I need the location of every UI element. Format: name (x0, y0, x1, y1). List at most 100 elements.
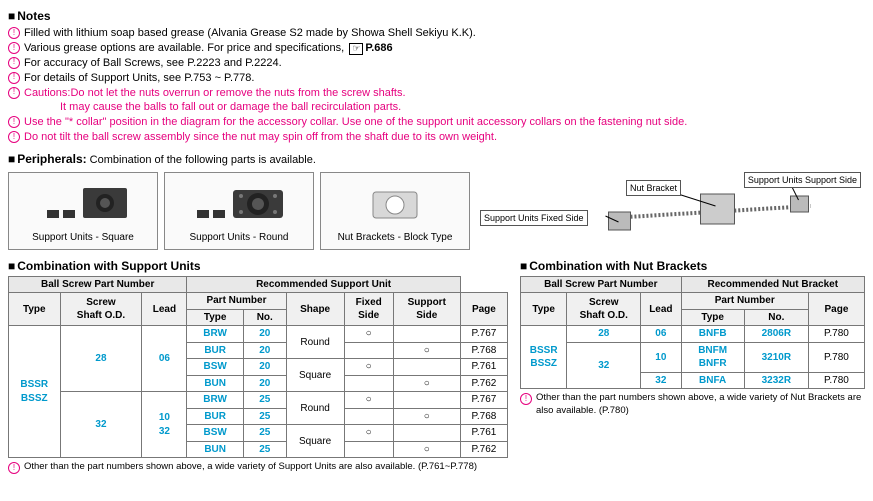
cell-no: 25 (243, 408, 286, 425)
th-lead: Lead (142, 293, 187, 326)
diagram-label-bracket: Nut Bracket (626, 180, 681, 196)
note-item: !For details of Support Units, see P.753… (8, 71, 865, 86)
cell-no: 20 (243, 375, 286, 392)
nut-brackets-header: Combination with Nut Brackets (520, 258, 865, 274)
cell-od: 32 (60, 392, 142, 458)
cell-ptype: BRW (187, 326, 244, 343)
cell-no: 20 (243, 326, 286, 343)
cell-no: 20 (243, 359, 286, 376)
cell-fixed: ○ (344, 326, 393, 343)
note-item: !Filled with lithium soap based grease (… (8, 26, 865, 41)
cell-ptype: BUR (187, 342, 244, 359)
caution-item: !Use the "* collar" position in the diag… (8, 115, 865, 130)
th-lead: Lead (641, 293, 681, 326)
cell-shape: Round (286, 326, 344, 359)
cell-od: 28 (567, 326, 641, 343)
cell-page: P.780 (808, 326, 864, 343)
cell-no: 20 (243, 342, 286, 359)
th-page: Page (808, 293, 864, 326)
cell-shape: Square (286, 425, 344, 458)
assembly-diagram: Nut Bracket Support Units Support Side S… (476, 172, 865, 250)
note-text: Filled with lithium soap based grease (A… (24, 26, 476, 41)
bullet-icon: ! (8, 116, 20, 128)
th-type: Type (9, 293, 61, 326)
nut-brackets-section: Combination with Nut Brackets Ball Screw… (520, 258, 865, 418)
th-supp: Support Side (393, 293, 460, 326)
cell-ptype: BUN (187, 441, 244, 458)
table-row: BSSR BSSZ2806BNFB2806RP.780 (521, 326, 865, 343)
cell-od: 32 (567, 342, 641, 389)
th-pn: Part Number (681, 293, 808, 310)
nut-brackets-table: Ball Screw Part Number Recommended Nut B… (520, 276, 865, 390)
cell-ptype: BNFB (681, 326, 744, 343)
notes-list: ! Filled with lithium soap based grease (… (8, 26, 865, 145)
cell-page: P.768 (460, 408, 507, 425)
cell-fixed (344, 375, 393, 392)
cell-ptype: BNFM BNFR (681, 342, 744, 372)
cell-shape: Round (286, 392, 344, 425)
bullet-icon: ! (8, 57, 20, 69)
th-od: Screw Shaft O.D. (60, 293, 142, 326)
cell-no: 25 (243, 392, 286, 409)
th-od: Screw Shaft O.D. (567, 293, 641, 326)
cell-page: P.762 (460, 441, 507, 458)
peripheral-box: Nut Brackets - Block Type (320, 172, 470, 250)
peripheral-box: Support Units - Round (164, 172, 314, 250)
cell-ptype: BSW (187, 425, 244, 442)
page-ref-icon: ☞ (349, 43, 363, 55)
notes-section: Notes ! Filled with lithium soap based gr… (8, 8, 865, 145)
support-units-table: Ball Screw Part Number Recommended Suppo… (8, 276, 508, 459)
cell-lead: 32 (641, 372, 681, 389)
th-type: Type (521, 293, 567, 326)
cell-lead: 10 (641, 342, 681, 372)
cell-no: 25 (243, 441, 286, 458)
peripheral-box: Support Units - Square (8, 172, 158, 250)
cell-ptype: BUR (187, 408, 244, 425)
cell-od: 28 (60, 326, 142, 392)
table-row: 3210BNFM BNFR3210RP.780 (521, 342, 865, 372)
notes-header: Notes (8, 8, 865, 24)
cell-ptype: BRW (187, 392, 244, 409)
caution-item: !Do not tilt the ball screw assembly sin… (8, 130, 865, 145)
table-row: 3210 32BRW25Round○P.767 (9, 392, 508, 409)
cell-type: BSSR BSSZ (521, 326, 567, 389)
note-text: Various grease options are available. Fo… (24, 41, 393, 56)
caution-item: !Cautions:Do not let the nuts overrun or… (8, 86, 865, 101)
support-unit-round-icon (179, 182, 299, 226)
cell-type: BSSR BSSZ (9, 326, 61, 458)
peripherals-header: Peripherals: (8, 152, 87, 166)
note-item: !For accuracy of Ball Screws, see P.2223… (8, 56, 865, 71)
support-units-section: Combination with Support Units Ball Scre… (8, 258, 508, 475)
cell-page: P.780 (808, 342, 864, 372)
peripheral-image (325, 177, 465, 232)
bullet-icon: ! (8, 42, 20, 54)
cell-lead: 06 (641, 326, 681, 343)
note-item: ! Various grease options are available. F… (8, 41, 865, 56)
cell-ptype: BSW (187, 359, 244, 376)
peripherals-row: Support Units - Square Support Units - R… (8, 172, 865, 250)
cell-no: 3232R (744, 372, 808, 389)
cell-page: P.761 (460, 425, 507, 442)
support-unit-square-icon (23, 182, 143, 226)
cell-page: P.768 (460, 342, 507, 359)
nut-bracket-icon (335, 182, 455, 226)
th-pn-type: Type (187, 309, 244, 326)
peripheral-label: Support Units - Round (169, 231, 309, 245)
support-units-footnote: !Other than the part numbers shown above… (8, 461, 508, 474)
caution-cont: It may cause the balls to fall out or da… (8, 100, 865, 115)
cell-page: P.761 (460, 359, 507, 376)
cell-no: 2806R (744, 326, 808, 343)
cell-shape: Square (286, 359, 344, 392)
cell-ptype: BUN (187, 375, 244, 392)
cell-page: P.780 (808, 372, 864, 389)
peripheral-image (13, 177, 153, 232)
th-pn-no: No. (744, 309, 808, 326)
bullet-icon: ! (520, 393, 532, 405)
peripherals-header-line: Peripherals: Combination of the followin… (8, 151, 865, 168)
cell-page: P.767 (460, 326, 507, 343)
peripheral-image (169, 177, 309, 232)
th-bspn: Ball Screw Part Number (9, 276, 187, 293)
cell-supp: ○ (393, 408, 460, 425)
diagram-label-fixed: Support Units Fixed Side (480, 210, 588, 226)
cell-page: P.767 (460, 392, 507, 409)
